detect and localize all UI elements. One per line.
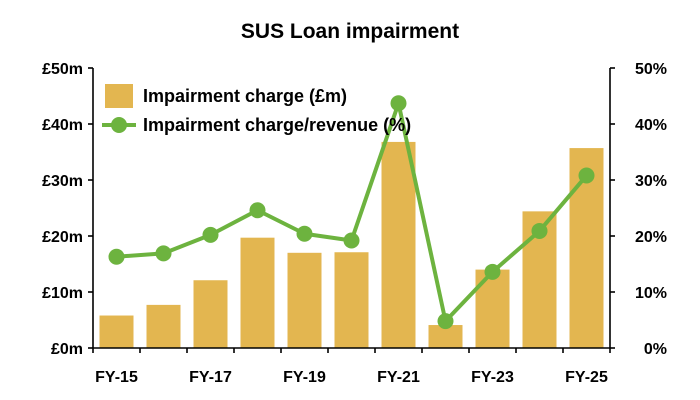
bar: [99, 315, 134, 348]
x-tick-label: FY-23: [471, 369, 514, 386]
bar: [428, 325, 463, 348]
axes: £0m £10m £20m £30m £40m £50m 0% 10% 20% 30% 40% 50%…: [42, 61, 667, 386]
x-tick-label: FY-21: [377, 369, 420, 386]
legend-swatch-bar: [105, 84, 133, 108]
y-tick-label-right: 30%: [635, 173, 667, 190]
bar: [287, 252, 322, 348]
y-tick-label-right: 10%: [635, 285, 667, 302]
y-tick-label-left: £0m: [51, 341, 83, 358]
y-tick-label-left: £30m: [42, 173, 83, 190]
x-tick-label: FY-15: [95, 369, 138, 386]
data-point: [249, 202, 266, 219]
legend-swatch-marker: [111, 117, 127, 133]
y-tick-label-left: £10m: [42, 285, 83, 302]
y-tick-label-right: 40%: [635, 117, 667, 134]
chart-title: SUS Loan impairment: [241, 20, 459, 43]
data-point: [484, 263, 501, 280]
data-point: [202, 226, 219, 243]
bar: [240, 237, 275, 348]
data-point: [296, 225, 313, 242]
bar: [381, 141, 416, 348]
legend-label-line: Impairment charge/revenue (%): [143, 115, 411, 135]
data-point: [155, 245, 172, 262]
y-tick-label-left: £50m: [42, 61, 83, 78]
line-series: [108, 95, 595, 330]
x-tick-label: FY-19: [283, 369, 326, 386]
data-point: [437, 313, 454, 330]
y-tick-label-right: 20%: [635, 229, 667, 246]
legend: Impairment charge (£m) Impairment charge/…: [102, 84, 411, 135]
bar: [146, 304, 181, 348]
data-point: [531, 222, 548, 239]
data-point: [390, 95, 407, 112]
data-point: [578, 167, 595, 184]
y-tick-label-right: 50%: [635, 61, 667, 78]
data-point: [108, 248, 125, 265]
legend-label-bar: Impairment charge (£m): [143, 86, 347, 106]
bar: [334, 252, 369, 348]
y-tick-label-right: 0%: [644, 341, 667, 358]
y-tick-label-left: £20m: [42, 229, 83, 246]
x-tick-label: FY-25: [565, 369, 608, 386]
bar: [475, 269, 510, 348]
data-point: [343, 232, 360, 249]
y-tick-label-left: £40m: [42, 117, 83, 134]
x-tick-label: FY-17: [189, 369, 232, 386]
bar: [193, 280, 228, 348]
